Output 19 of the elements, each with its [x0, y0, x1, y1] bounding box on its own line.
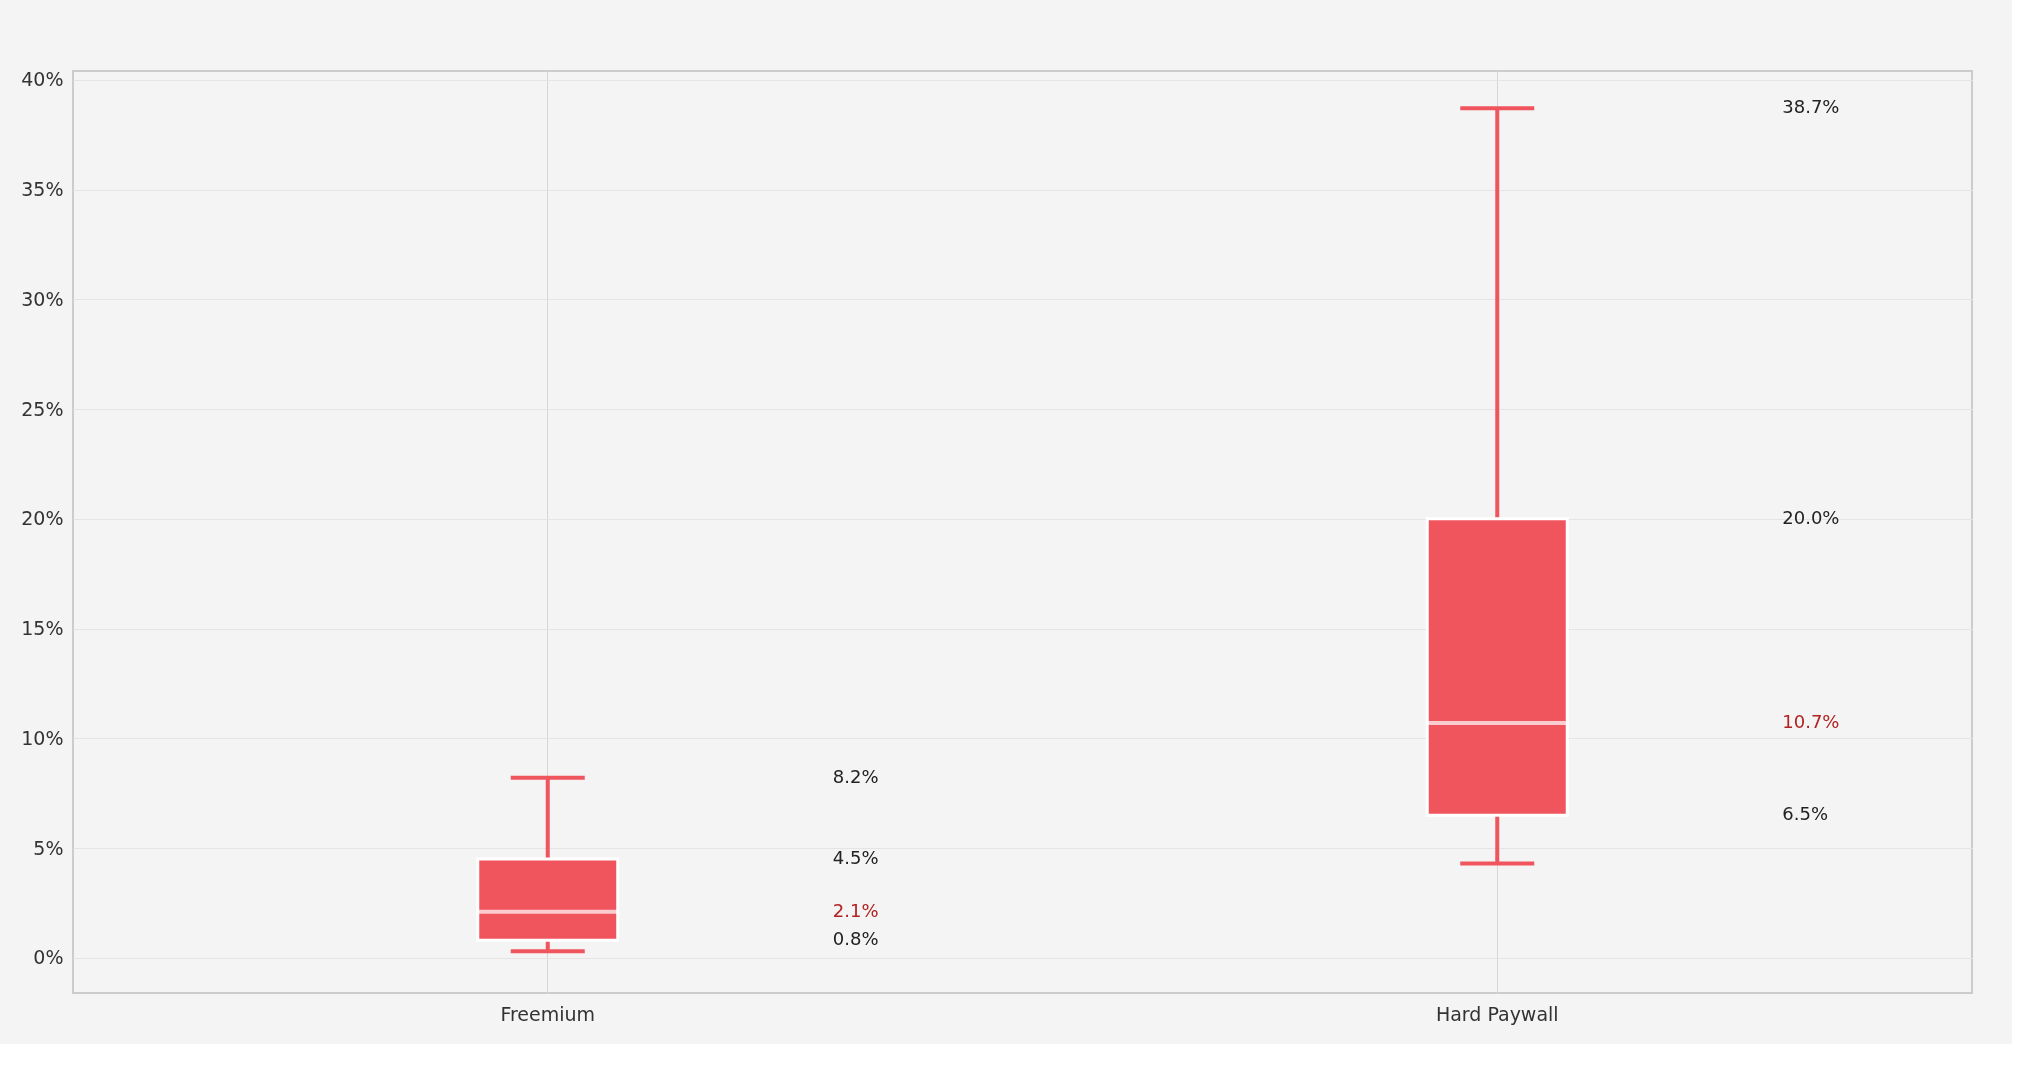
annotation: 10.7% [1782, 710, 1840, 732]
y-tick-label: 20% [21, 507, 64, 530]
y-tick-label: 5% [33, 836, 64, 859]
annotation: 2.1% [832, 899, 879, 921]
annotation: 20.0% [1782, 506, 1840, 528]
y-tick-label: 15% [21, 617, 64, 640]
y-tick-label: 35% [21, 178, 64, 201]
x-tick-label: Freemium [500, 1002, 596, 1025]
annotation: 38.7% [1782, 96, 1840, 118]
annotation: 6.5% [1782, 803, 1828, 825]
y-tick-label: 30% [21, 287, 64, 310]
annotation: 8.2% [832, 765, 879, 787]
x-tick-label: Hard Paywall [1435, 1002, 1559, 1025]
y-tick-label: 40% [21, 68, 64, 91]
y-tick-label: 10% [21, 726, 64, 749]
y-tick-label: 25% [21, 397, 64, 420]
annotation: 0.8% [832, 928, 879, 950]
y-tick-label: 0% [33, 946, 64, 969]
annotation: 4.5% [832, 847, 879, 869]
